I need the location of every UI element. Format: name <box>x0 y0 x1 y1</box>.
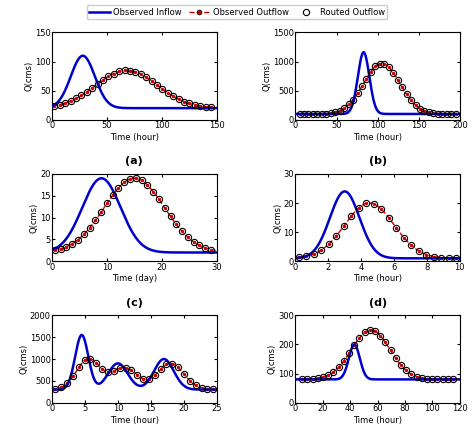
Y-axis label: Q(cms): Q(cms) <box>19 344 28 374</box>
Y-axis label: Q(cms): Q(cms) <box>268 344 277 374</box>
Y-axis label: Q(cms): Q(cms) <box>25 61 34 91</box>
Y-axis label: Q(cms): Q(cms) <box>30 203 39 233</box>
X-axis label: Time (hour): Time (hour) <box>110 133 159 142</box>
Y-axis label: Q(cms): Q(cms) <box>273 203 282 233</box>
Text: (a): (a) <box>126 156 143 166</box>
Text: (c): (c) <box>126 298 143 308</box>
Text: (b): (b) <box>368 156 387 166</box>
X-axis label: Time (hour): Time (hour) <box>353 275 402 284</box>
X-axis label: Time (day): Time (day) <box>112 275 157 284</box>
X-axis label: Time (hour): Time (hour) <box>353 416 402 425</box>
X-axis label: Time (hour): Time (hour) <box>110 416 159 425</box>
Legend: Observed Inflow, Observed Outflow, Routed Outflow: Observed Inflow, Observed Outflow, Route… <box>87 5 387 19</box>
Text: (d): (d) <box>368 298 387 308</box>
Y-axis label: Q(cms): Q(cms) <box>263 61 272 91</box>
X-axis label: Time (hour): Time (hour) <box>353 133 402 142</box>
